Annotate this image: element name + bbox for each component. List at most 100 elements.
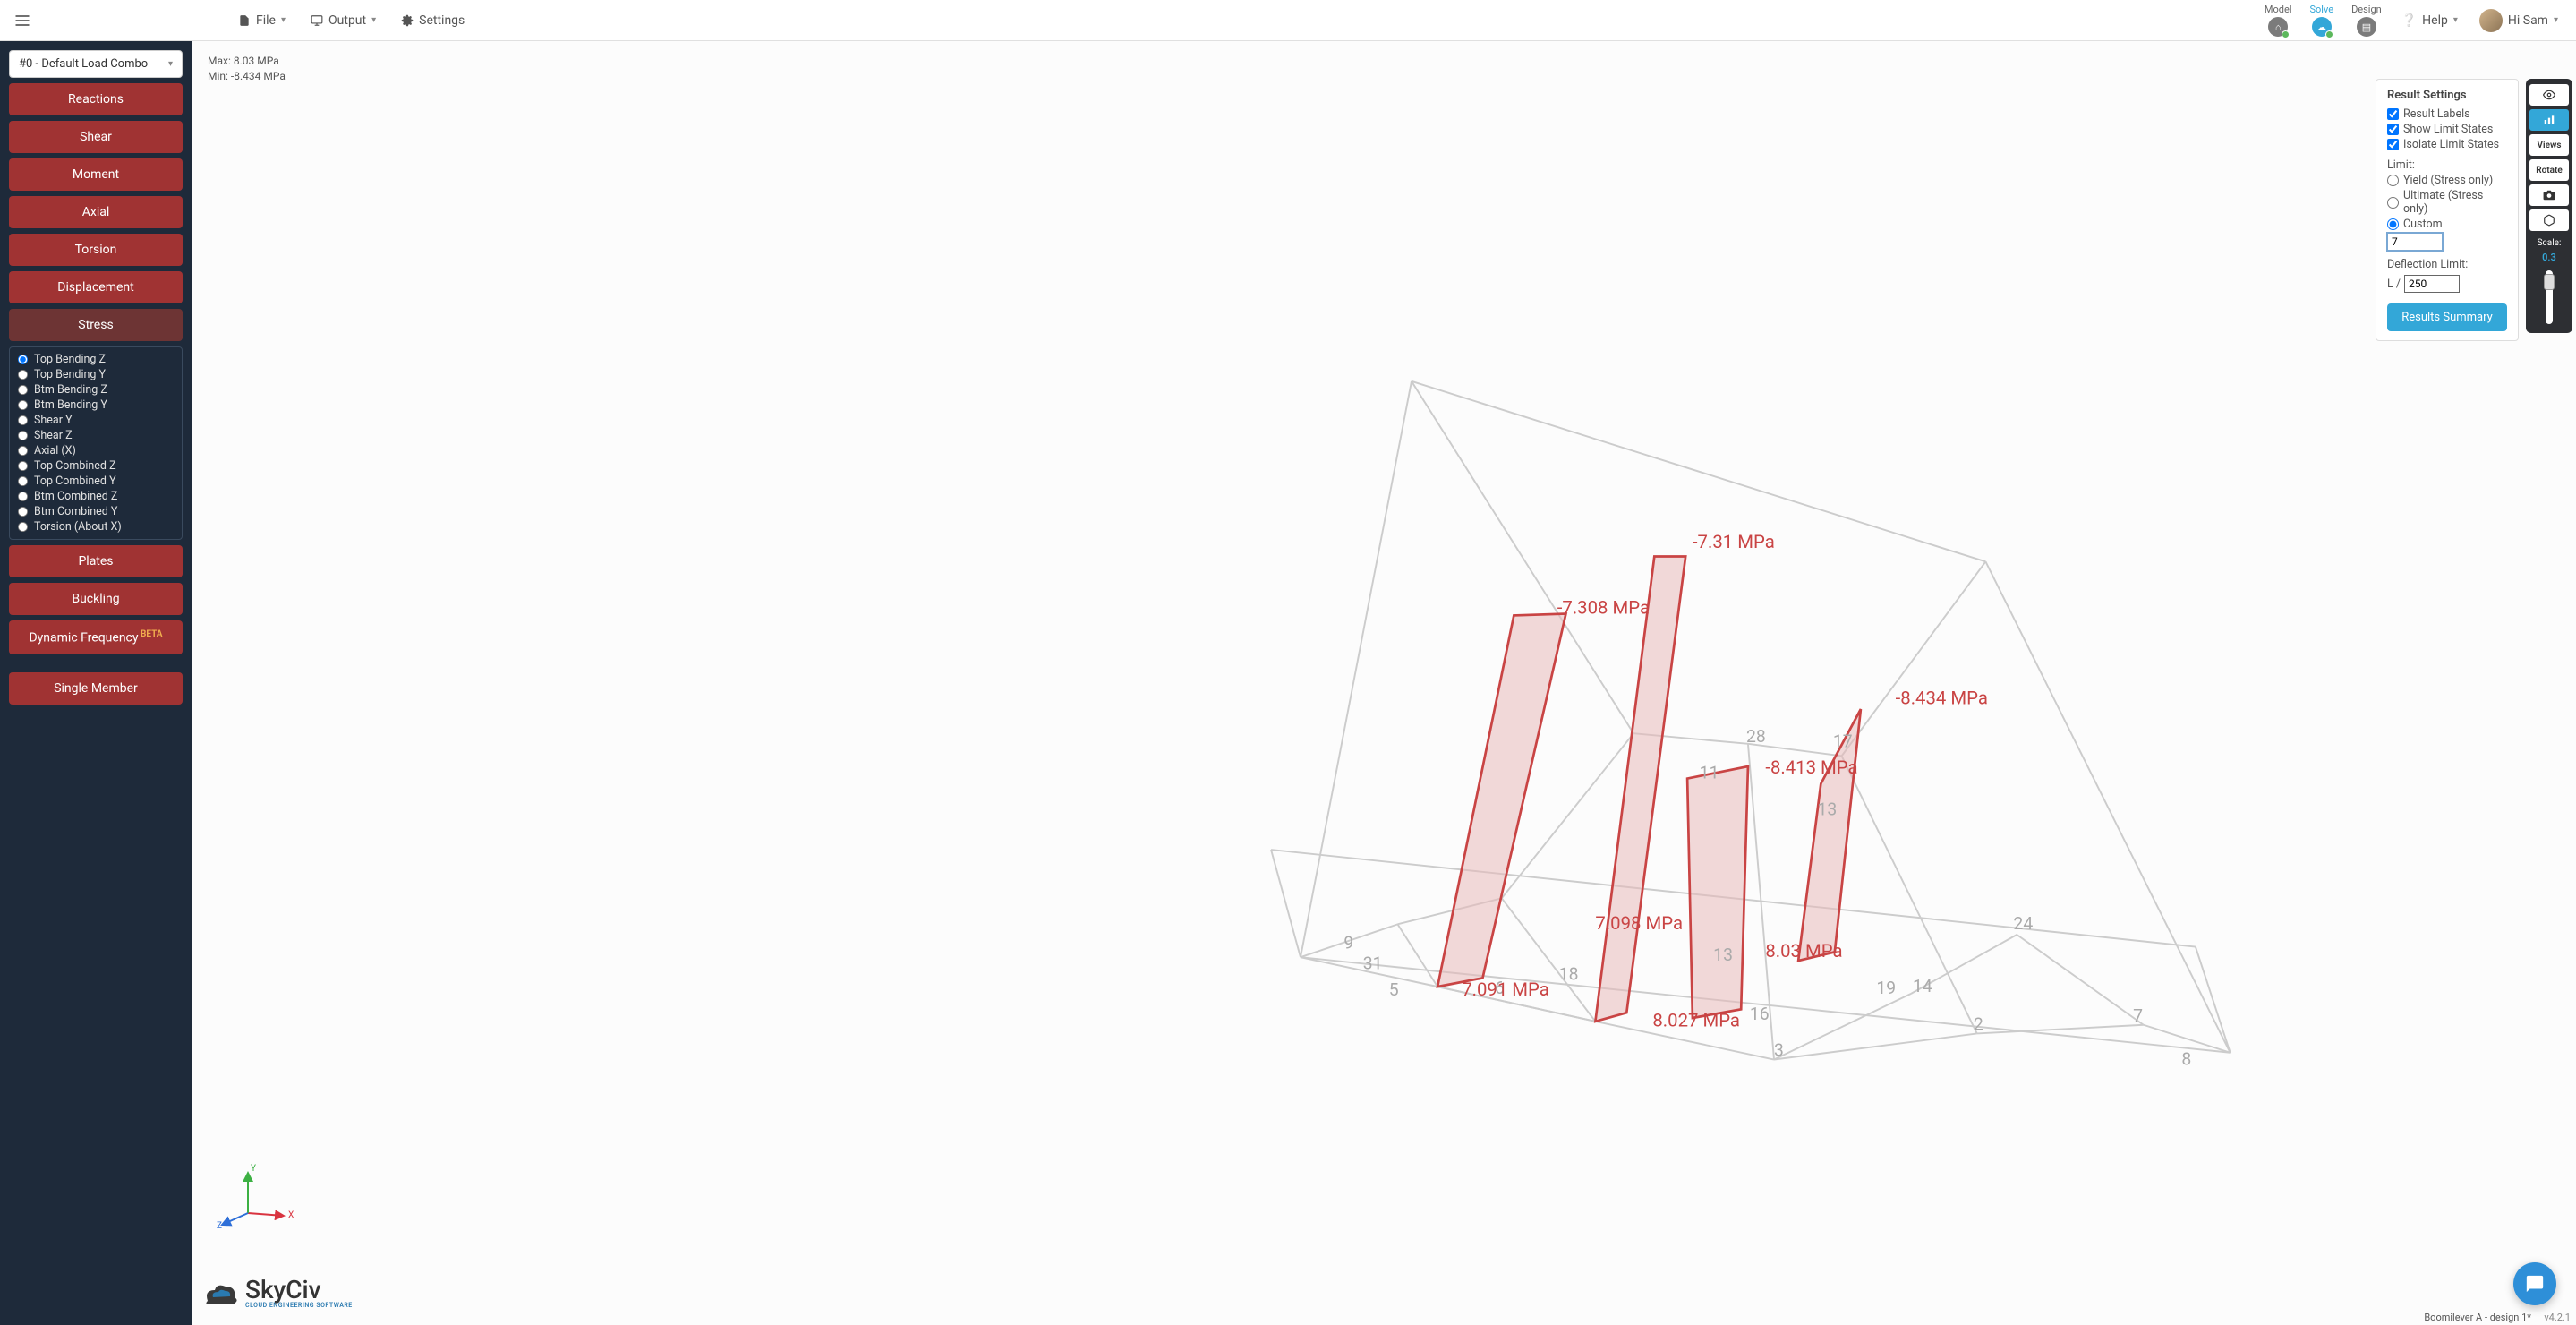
- chevron-down-icon: ▾: [168, 59, 173, 69]
- single-member-button[interactable]: Single Member: [9, 672, 183, 705]
- mode-model[interactable]: Model ⌂: [2256, 4, 2301, 37]
- svg-text:-7.308 MPa: -7.308 MPa: [1557, 596, 1650, 618]
- stress-option[interactable]: Top Bending Z: [17, 353, 175, 366]
- scale-value: 0.3: [2542, 252, 2556, 263]
- chevron-down-icon: ▾: [2453, 15, 2458, 25]
- design-mode-icon: ▤: [2357, 17, 2376, 37]
- plates-button[interactable]: Plates: [9, 545, 183, 577]
- torsion-button[interactable]: Torsion: [9, 234, 183, 266]
- svg-text:18: 18: [1559, 963, 1579, 984]
- stress-option[interactable]: Btm Combined Z: [17, 490, 175, 503]
- svg-text:19: 19: [1876, 978, 1896, 998]
- stress-option[interactable]: Btm Combined Y: [17, 505, 175, 518]
- buckling-button[interactable]: Buckling: [9, 583, 183, 615]
- svg-text:3: 3: [1774, 1040, 1784, 1061]
- stress-option[interactable]: Axial (X): [17, 444, 175, 457]
- settings-menu[interactable]: Settings: [388, 0, 477, 40]
- topbar: File ▾ Output ▾ Settings Model ⌂ Solve ☁…: [0, 0, 2576, 41]
- svg-text:24: 24: [2013, 913, 2033, 934]
- svg-text:-8.413 MPa: -8.413 MPa: [1765, 757, 1857, 778]
- svg-text:Y: Y: [251, 1164, 256, 1174]
- chevron-down-icon: ▾: [281, 15, 286, 25]
- displacement-button[interactable]: Displacement: [9, 271, 183, 303]
- rotate-tool[interactable]: Rotate: [2529, 159, 2569, 181]
- output-menu[interactable]: Output ▾: [298, 0, 388, 40]
- show-limit-states-checkbox[interactable]: Show Limit States: [2387, 123, 2507, 136]
- mode-model-label: Model: [2265, 4, 2292, 15]
- axial-button[interactable]: Axial: [9, 196, 183, 228]
- help-menu[interactable]: ❔ Help ▾: [2391, 0, 2469, 40]
- stress-option[interactable]: Btm Bending Z: [17, 383, 175, 397]
- result-settings-title: Result Settings: [2387, 89, 2507, 102]
- settings-menu-label: Settings: [419, 13, 465, 28]
- shear-button[interactable]: Shear: [9, 121, 183, 153]
- svg-text:8.03 MPa: 8.03 MPa: [1765, 940, 1842, 962]
- isolate-limit-states-checkbox[interactable]: Isolate Limit States: [2387, 138, 2507, 151]
- svg-text:14: 14: [1913, 976, 1932, 996]
- hamburger-menu-icon[interactable]: [7, 5, 38, 36]
- stress-option[interactable]: Top Combined Z: [17, 459, 175, 473]
- svg-text:11: 11: [1700, 763, 1719, 783]
- stress-option[interactable]: Top Combined Y: [17, 474, 175, 488]
- stress-option[interactable]: Shear Z: [17, 429, 175, 442]
- scale-label: Scale:: [2538, 238, 2562, 248]
- yield-limit-radio[interactable]: Yield (Stress only): [2387, 174, 2507, 187]
- mode-solve[interactable]: Solve ☁: [2301, 4, 2343, 37]
- custom-limit-radio[interactable]: Custom: [2387, 218, 2507, 231]
- svg-text:-7.31 MPa: -7.31 MPa: [1693, 531, 1775, 552]
- svg-text:7.091 MPa: 7.091 MPa: [1462, 979, 1549, 1000]
- stress-option[interactable]: Torsion (About X): [17, 520, 175, 534]
- svg-text:5: 5: [1389, 979, 1399, 1000]
- svg-text:-8.434 MPa: -8.434 MPa: [1896, 687, 1988, 708]
- stress-option[interactable]: Btm Bending Y: [17, 398, 175, 412]
- logo-text: SkyCiv: [245, 1278, 353, 1303]
- scale-slider[interactable]: [2546, 270, 2553, 324]
- canvas-area[interactable]: Max: 8.03 MPa Min: -8.434 MPa 9315618131…: [192, 41, 2576, 1325]
- stress-option[interactable]: Top Bending Y: [17, 368, 175, 381]
- help-menu-label: Help: [2422, 13, 2448, 28]
- chevron-down-icon: ▾: [2554, 15, 2558, 25]
- solve-mode-icon: ☁: [2312, 17, 2332, 37]
- custom-limit-input[interactable]: [2387, 233, 2443, 251]
- svg-text:7: 7: [2133, 1005, 2143, 1026]
- mode-design-label: Design: [2351, 4, 2382, 15]
- gear-icon: [401, 14, 414, 27]
- chat-button[interactable]: [2513, 1262, 2556, 1305]
- user-menu[interactable]: Hi Sam ▾: [2469, 0, 2569, 40]
- result-labels-checkbox[interactable]: Result Labels: [2387, 107, 2507, 121]
- avatar: [2479, 9, 2503, 32]
- stress-option[interactable]: Shear Y: [17, 414, 175, 427]
- reactions-button[interactable]: Reactions: [9, 83, 183, 115]
- limit-header: Limit:: [2387, 158, 2507, 172]
- result-settings-panel: Result Settings Result Labels Show Limit…: [2376, 79, 2519, 341]
- chevron-down-icon: ▾: [371, 15, 376, 25]
- logo-icon: [200, 1279, 240, 1308]
- deflection-limit-input[interactable]: [2404, 275, 2460, 293]
- monitor-icon: [311, 14, 323, 27]
- moment-button[interactable]: Moment: [9, 158, 183, 191]
- cube-tool[interactable]: [2529, 209, 2569, 231]
- load-combo-label: #0 - Default Load Combo: [19, 57, 148, 71]
- results-summary-button[interactable]: Results Summary: [2387, 303, 2507, 331]
- camera-tool[interactable]: [2529, 184, 2569, 206]
- user-greeting: Hi Sam: [2508, 13, 2548, 28]
- views-tool[interactable]: Views: [2529, 134, 2569, 156]
- svg-text:9: 9: [1343, 932, 1353, 953]
- load-combo-select[interactable]: #0 - Default Load Combo ▾: [9, 50, 183, 78]
- axis-triad: X Y Z: [217, 1164, 297, 1235]
- deflection-limit-header: Deflection Limit:: [2387, 258, 2507, 271]
- right-toolbar: Views Rotate Scale: 0.3: [2526, 79, 2572, 333]
- stress-options: Top Bending ZTop Bending YBtm Bending ZB…: [9, 346, 183, 540]
- logo-tagline: CLOUD ENGINEERING SOFTWARE: [245, 1303, 353, 1309]
- svg-text:16: 16: [1750, 1004, 1770, 1024]
- svg-text:7.098 MPa: 7.098 MPa: [1595, 912, 1683, 934]
- file-menu-label: File: [256, 13, 276, 28]
- mode-design[interactable]: Design ▤: [2342, 4, 2391, 37]
- stress-button[interactable]: Stress: [9, 309, 183, 341]
- dynamic-frequency-button[interactable]: Dynamic Frequency: [9, 620, 183, 654]
- svg-text:Z: Z: [217, 1221, 222, 1231]
- visibility-tool[interactable]: [2529, 84, 2569, 106]
- results-tool[interactable]: [2529, 109, 2569, 131]
- file-menu[interactable]: File ▾: [226, 0, 298, 40]
- ultimate-limit-radio[interactable]: Ultimate (Stress only): [2387, 189, 2507, 216]
